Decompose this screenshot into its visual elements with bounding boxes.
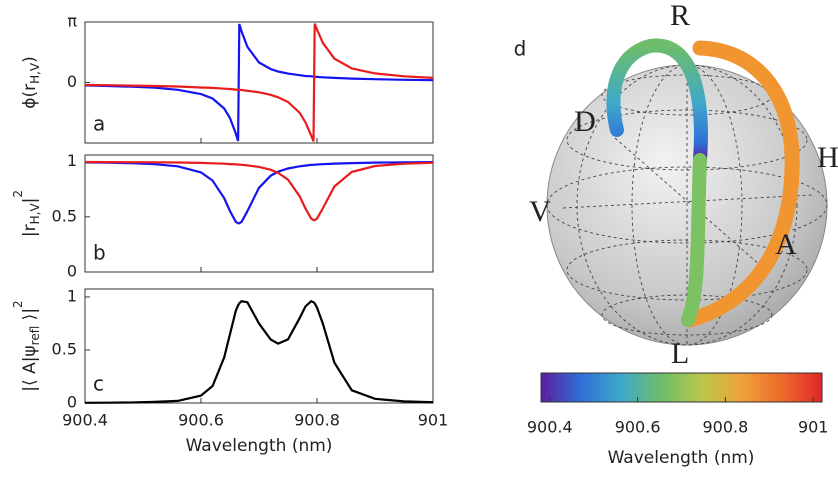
y-axis-label-part: 2 — [11, 190, 25, 198]
y-axis-label: |⟨ A|ψrefl ⟩|2 — [11, 300, 42, 391]
pole-label: L — [671, 337, 689, 370]
x-tick-label: 901 — [418, 411, 449, 430]
panel-label: b — [93, 241, 106, 265]
plot-frame — [84, 154, 434, 273]
y-axis-label-part: ϕ(r — [20, 84, 40, 109]
colorbar-tick-label: 900.6 — [615, 418, 661, 437]
y-tick-label: 0 — [67, 72, 77, 91]
colorbar-tick-label: 900.8 — [703, 418, 749, 437]
y-axis-label-part: H,V — [28, 62, 42, 84]
panel-label: a — [93, 112, 105, 136]
pole-label: D — [574, 105, 596, 138]
pole-label: R — [670, 0, 690, 32]
y-axis-label-part: refl — [28, 326, 42, 346]
y-tick-label: 0.5 — [52, 206, 77, 225]
y-axis-label-part: H,V — [28, 203, 42, 225]
y-tick-label: 1 — [67, 286, 77, 305]
colorbar — [540, 372, 823, 403]
data-line — [84, 299, 434, 404]
x-tick-label: 900.6 — [178, 411, 224, 430]
y-axis-label-part: ) — [20, 56, 40, 63]
x-tick-label: 900.4 — [62, 411, 108, 430]
y-tick-label: 0 — [67, 262, 77, 281]
y-tick-label: π — [67, 12, 77, 31]
pole-label: H — [817, 141, 838, 174]
y-axis-label-part: ⟩| — [20, 308, 40, 326]
colorbar-label: Wavelength (nm) — [608, 448, 755, 468]
plot-frame — [84, 288, 434, 404]
colorbar-tick-label: 901 — [798, 418, 829, 437]
y-axis-label: ϕ(rH,V) — [20, 56, 42, 109]
y-tick-label: 1 — [67, 151, 77, 170]
data-line — [84, 23, 434, 142]
x-tick-label: 900.8 — [294, 411, 340, 430]
y-axis-label: |rH,V|2 — [11, 190, 42, 237]
data-line — [84, 161, 434, 225]
y-axis-label-part: 2 — [11, 300, 25, 308]
x-axis-label: Wavelength (nm) — [186, 436, 333, 456]
plot-frame — [84, 21, 434, 144]
bloch-sphere — [546, 38, 828, 346]
y-axis-label-part: |r — [20, 224, 40, 237]
colorbar-tick-label: 900.4 — [527, 418, 573, 437]
data-line — [84, 23, 434, 142]
panel-label: d — [514, 37, 527, 61]
y-axis-label-part: | — [20, 198, 40, 204]
y-axis-label-part: |⟨ A|ψ — [20, 345, 40, 391]
data-line — [84, 160, 434, 222]
y-tick-label: 0.5 — [52, 339, 77, 358]
y-tick-label: 0 — [67, 393, 77, 412]
pole-label: A — [775, 228, 797, 261]
pole-label: V — [529, 195, 551, 228]
panel-label: c — [93, 372, 104, 396]
